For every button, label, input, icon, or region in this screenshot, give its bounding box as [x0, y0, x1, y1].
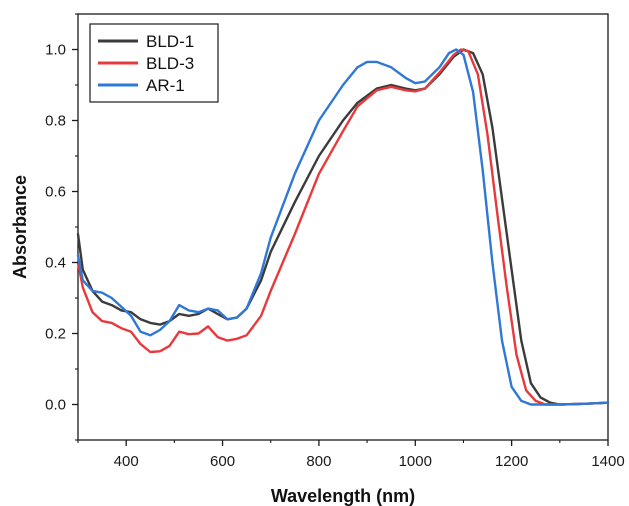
series-line-ar-1 [76, 48, 610, 406]
y-tick-label: 0.6 [45, 184, 66, 201]
y-axis-title: Absorbance [10, 175, 30, 279]
y-axis-ticks: 0.0 0.2 0.4 0.6 0.8 1.0 [45, 13, 78, 441]
x-tick-label: 600 [210, 453, 235, 470]
x-tick-label: 1400 [591, 453, 624, 470]
y-tick-label: 1.0 [45, 42, 66, 59]
series-layer [76, 48, 610, 406]
y-tick-label: 0.2 [45, 326, 66, 343]
legend: BLD-1 BLD-3 AR-1 [89, 23, 219, 103]
legend-label: AR-1 [146, 76, 185, 95]
series-line-bld-1 [76, 48, 610, 406]
x-tick-label: 800 [306, 453, 331, 470]
y-tick-label: 0.8 [45, 113, 66, 130]
y-tick-label: 0.4 [45, 255, 66, 272]
x-axis-title: Wavelength (nm) [271, 486, 415, 506]
legend-label: BLD-1 [146, 32, 194, 51]
y-tick-label: 0.0 [45, 397, 66, 414]
x-tick-label: 1000 [399, 453, 432, 470]
x-tick-label: 400 [114, 453, 139, 470]
series-line-bld-3 [76, 48, 610, 406]
x-axis-ticks: 400 600 800 1000 1200 1400 [77, 440, 625, 470]
x-tick-label: 1200 [495, 453, 528, 470]
legend-label: BLD-3 [146, 54, 194, 73]
